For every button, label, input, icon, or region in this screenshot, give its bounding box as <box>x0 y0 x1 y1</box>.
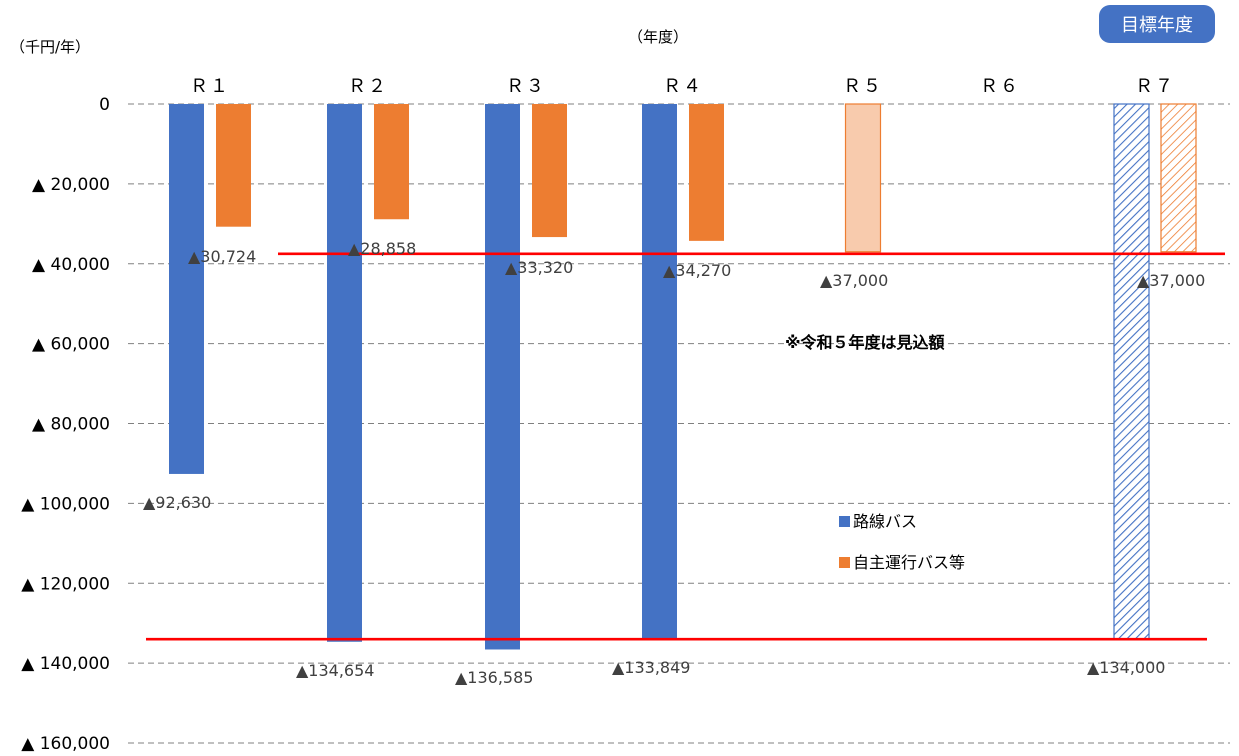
legend-swatch-community-bus <box>839 557 850 568</box>
bar-route-bus <box>1113 103 1150 640</box>
data-label-community-bus: ▲28,858 <box>348 239 416 258</box>
x-tick-label: Ｒ２ <box>348 76 388 97</box>
reference-lines <box>146 252 1225 641</box>
legend-label-community-bus: 自主運行バス等 <box>853 553 965 572</box>
y-tick-label: ▲ 140,000 <box>21 654 110 674</box>
gridlines <box>128 103 1230 744</box>
x-tick-label: Ｒ４ <box>663 76 703 97</box>
bar-community-bus <box>844 103 882 253</box>
x-axis: Ｒ１ Ｒ２ Ｒ３ Ｒ４ Ｒ５ Ｒ６ Ｒ７ <box>190 76 1175 97</box>
x-tick-label: Ｒ５ <box>843 76 883 97</box>
y-tick-label: ▲ 20,000 <box>32 175 110 195</box>
y-unit-label: （千円/年） <box>10 38 90 56</box>
bar-route-bus <box>642 104 677 639</box>
bar-route-bus <box>169 104 204 474</box>
bar-community-bus <box>374 104 409 220</box>
y-tick-label: 0 <box>99 95 110 115</box>
data-label-community-bus: ▲37,000 <box>1137 271 1205 290</box>
legend: 路線バス 自主運行バス等 <box>839 512 965 572</box>
data-label-route-bus: ▲134,654 <box>296 661 374 680</box>
data-label-route-bus: ▲92,630 <box>143 493 211 512</box>
data-label-community-bus: ▲33,320 <box>505 258 573 277</box>
data-label-community-bus: ▲34,270 <box>663 261 731 280</box>
data-label-community-bus: ▲37,000 <box>820 271 888 290</box>
y-tick-label: ▲ 120,000 <box>21 574 110 594</box>
x-tick-label: Ｒ７ <box>1135 76 1175 97</box>
data-label-route-bus: ▲133,849 <box>612 658 690 677</box>
y-axis: 0 ▲ 20,000 ▲ 40,000 ▲ 60,000 ▲ 80,000 ▲ 100,0… <box>21 95 110 754</box>
x-tick-label: Ｒ３ <box>506 76 546 97</box>
y-tick-label: ▲ 80,000 <box>32 415 110 435</box>
estimate-note: ※令和５年度は見込額 <box>785 333 945 352</box>
data-label-community-bus: ▲30,724 <box>188 247 256 266</box>
legend-label-route-bus: 路線バス <box>853 512 917 531</box>
bar-community-bus <box>216 104 251 227</box>
bar-route-bus <box>485 104 520 650</box>
x-tick-label: Ｒ１ <box>190 76 230 97</box>
legend-swatch-route-bus <box>839 516 850 527</box>
bar-community-bus <box>1160 103 1197 253</box>
data-labels: ▲92,630 ▲134,654 ▲136,585 ▲133,849 ▲134,000 ▲… <box>143 239 1205 687</box>
data-label-route-bus: ▲136,585 <box>455 668 533 687</box>
x-tick-label: Ｒ６ <box>980 76 1020 97</box>
y-tick-label: ▲ 60,000 <box>32 335 110 355</box>
x-axis-title: （年度） <box>628 28 688 46</box>
target-year-badge-label: 目標年度 <box>1121 15 1193 36</box>
bars <box>169 103 1197 650</box>
y-tick-label: ▲ 40,000 <box>32 255 110 275</box>
y-tick-label: ▲ 160,000 <box>21 734 110 754</box>
bar-community-bus <box>689 104 724 241</box>
target-year-badge: 目標年度 <box>1099 5 1215 43</box>
y-tick-label: ▲ 100,000 <box>21 494 110 514</box>
data-label-route-bus: ▲134,000 <box>1087 658 1165 677</box>
bar-route-bus <box>327 104 362 642</box>
bar-community-bus <box>532 104 567 238</box>
